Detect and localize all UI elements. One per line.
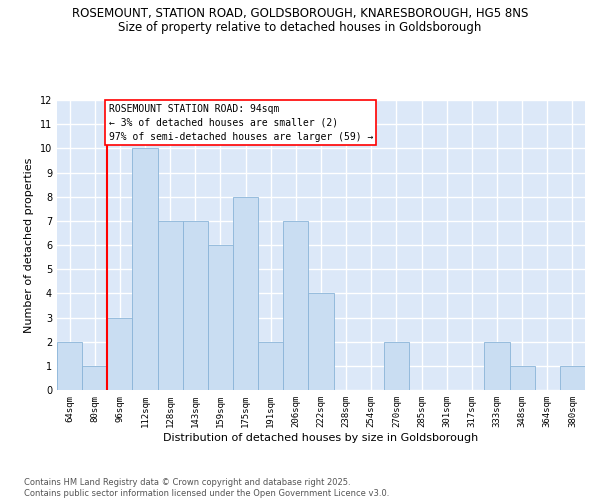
- Y-axis label: Number of detached properties: Number of detached properties: [24, 158, 34, 332]
- X-axis label: Distribution of detached houses by size in Goldsborough: Distribution of detached houses by size …: [163, 432, 479, 442]
- Text: ROSEMOUNT STATION ROAD: 94sqm
← 3% of detached houses are smaller (2)
97% of sem: ROSEMOUNT STATION ROAD: 94sqm ← 3% of de…: [109, 104, 373, 142]
- Bar: [208, 245, 233, 390]
- Text: Contains HM Land Registry data © Crown copyright and database right 2025.
Contai: Contains HM Land Registry data © Crown c…: [24, 478, 389, 498]
- Bar: [133, 148, 158, 390]
- Bar: [233, 196, 258, 390]
- Bar: [183, 221, 208, 390]
- Text: ROSEMOUNT, STATION ROAD, GOLDSBOROUGH, KNARESBOROUGH, HG5 8NS: ROSEMOUNT, STATION ROAD, GOLDSBOROUGH, K…: [72, 8, 528, 20]
- Bar: [57, 342, 82, 390]
- Bar: [258, 342, 283, 390]
- Bar: [509, 366, 535, 390]
- Bar: [158, 221, 183, 390]
- Bar: [283, 221, 308, 390]
- Bar: [82, 366, 107, 390]
- Bar: [308, 294, 334, 390]
- Bar: [560, 366, 585, 390]
- Bar: [107, 318, 133, 390]
- Bar: [384, 342, 409, 390]
- Bar: [484, 342, 509, 390]
- Text: Size of property relative to detached houses in Goldsborough: Size of property relative to detached ho…: [118, 22, 482, 35]
